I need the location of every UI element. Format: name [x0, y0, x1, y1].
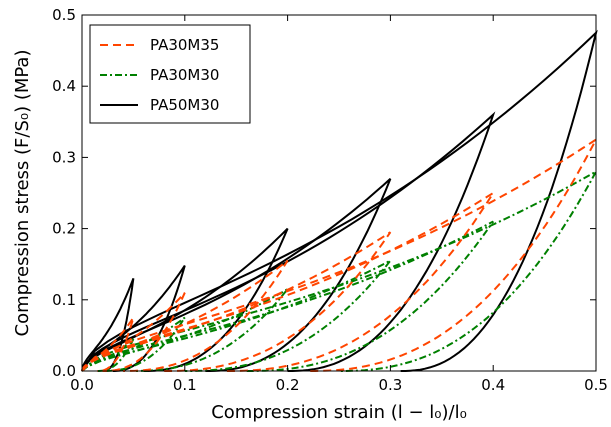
y-tick-label: 0.1	[52, 291, 76, 309]
legend-label-pa50m30: PA50M30	[150, 96, 219, 114]
x-tick-label: 0.2	[276, 376, 300, 394]
x-tick-label: 0.4	[481, 376, 505, 394]
x-axis-title: Compression strain (l − l₀)/l₀	[211, 402, 467, 423]
loop-pa30m30-4	[81, 259, 392, 372]
y-tick-label: 0.2	[52, 220, 76, 238]
plot-frame	[81, 14, 597, 372]
y-axis-ticks: 0.0 0.1 0.2 0.3 0.4 0.5	[52, 6, 596, 380]
y-tick-label: 0.0	[52, 362, 76, 380]
loop-pa50m30-4	[81, 178, 392, 372]
loop-pa50m30-5	[81, 111, 496, 372]
x-tick-label: 0.3	[378, 376, 402, 394]
loop-pa30m35-3	[81, 259, 289, 372]
y-axis-title: Compression stress (F/S₀) (MPa)	[12, 50, 33, 337]
loop-pa30m30-6	[81, 169, 599, 372]
loop-pa30m35-1	[81, 317, 135, 372]
y-tick-label: 0.5	[52, 6, 76, 24]
x-tick-label: 0.1	[173, 376, 197, 394]
loop-pa30m30-5	[81, 220, 495, 372]
y-tick-label: 0.4	[52, 77, 76, 95]
loop-pa30m35-6	[81, 136, 599, 372]
x-axis-ticks: 0.0 0.1 0.2 0.3 0.4 0.5	[70, 15, 608, 394]
loop-pa30m35-4	[81, 231, 392, 372]
loop-pa50m30-1	[81, 278, 135, 372]
loop-pa30m30-2	[81, 316, 186, 372]
x-tick-label: 0.5	[584, 376, 608, 394]
y-tick-label: 0.3	[52, 148, 76, 166]
x-tick-label: 0.0	[70, 376, 94, 394]
legend-label-pa30m30: PA30M30	[150, 66, 219, 84]
legend: PA30M35 PA30M30 PA50M30	[89, 24, 251, 124]
loop-pa30m35-5	[81, 192, 495, 372]
legend-label-pa30m35: PA30M35	[150, 36, 219, 54]
